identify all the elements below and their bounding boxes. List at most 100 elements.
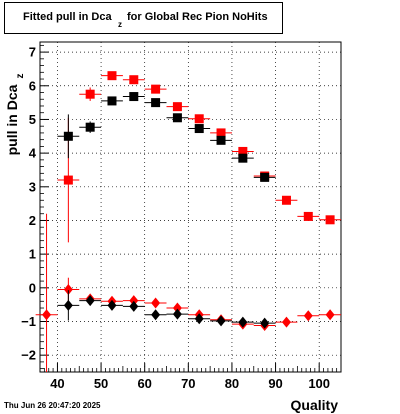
chart-title-subscript: z xyxy=(118,20,122,29)
square-marker xyxy=(216,128,226,138)
square-marker xyxy=(238,146,248,156)
square-marker xyxy=(260,172,270,182)
data-point xyxy=(101,96,123,106)
y-axis-label: pull in Dca xyxy=(4,84,20,155)
data-point xyxy=(35,213,58,372)
square-marker xyxy=(63,131,73,141)
data-point xyxy=(144,309,167,321)
data-point xyxy=(57,114,80,159)
square-marker xyxy=(172,102,182,112)
data-point xyxy=(253,317,276,329)
data-point xyxy=(297,211,320,221)
diamond-marker xyxy=(172,302,182,314)
diamond-marker xyxy=(172,308,182,320)
data-point xyxy=(101,71,123,81)
y-tick-label: 6 xyxy=(29,78,36,93)
data-point xyxy=(319,215,341,225)
data-point xyxy=(79,87,102,101)
data-point xyxy=(210,128,232,138)
axis-labels: 40 50 60 70 80 90 100 −2 −1 0 1 2 3 4 5 6 7 Quality pull i… xyxy=(4,45,338,413)
square-marker xyxy=(107,96,117,106)
square-marker xyxy=(63,175,73,185)
y-tick-label: 2 xyxy=(29,213,36,228)
diamond-marker xyxy=(63,299,73,311)
diamond-marker xyxy=(129,295,139,307)
data-point xyxy=(231,153,254,163)
square-marker xyxy=(303,211,313,221)
diamond-marker xyxy=(303,310,313,322)
x-tick-label: 100 xyxy=(308,376,330,391)
x-tick-label: 80 xyxy=(225,376,239,391)
diamond-marker xyxy=(85,295,95,307)
square-marker xyxy=(85,89,95,99)
square-marker xyxy=(281,195,291,205)
x-axis-label: Quality xyxy=(291,397,339,413)
square-marker xyxy=(216,135,226,145)
timestamp: Thu Jun 26 20:47:20 2025 xyxy=(4,401,101,410)
diamond-marker xyxy=(238,316,248,328)
data-point xyxy=(122,92,145,102)
data-point xyxy=(231,146,254,156)
y-tick-label: −1 xyxy=(21,314,36,329)
data-point xyxy=(122,75,145,85)
square-marker xyxy=(129,75,139,85)
series-3 xyxy=(57,290,276,329)
diamond-marker xyxy=(42,309,52,321)
data-point xyxy=(144,84,167,94)
chart-title: Fitted pull in Dca xyxy=(23,11,112,23)
diamond-marker xyxy=(260,317,270,329)
square-marker xyxy=(151,84,161,94)
data-point xyxy=(166,302,189,314)
diamond-marker xyxy=(281,316,291,328)
data-point xyxy=(188,313,211,325)
y-tick-label: 3 xyxy=(29,179,36,194)
y-tick-label: 0 xyxy=(29,280,36,295)
square-marker xyxy=(238,153,248,163)
chart-title-tail: for Global Rec Pion NoHits xyxy=(127,11,268,23)
diamond-marker xyxy=(151,309,161,321)
square-marker xyxy=(129,92,139,102)
diamond-marker xyxy=(151,297,161,309)
x-tick-label: 50 xyxy=(94,376,108,391)
data-point xyxy=(231,316,254,328)
x-tick-label: 40 xyxy=(50,376,64,391)
diamond-marker xyxy=(107,299,117,311)
data-point xyxy=(166,102,189,112)
data-point xyxy=(122,295,145,307)
data-point xyxy=(101,299,123,311)
y-tick-label: 5 xyxy=(29,112,36,127)
data-point xyxy=(297,310,320,322)
data-point xyxy=(79,121,102,133)
data-point xyxy=(57,290,80,321)
square-marker xyxy=(325,215,335,225)
y-axis-label-subscript: z xyxy=(15,74,26,79)
x-tick-label: 60 xyxy=(137,376,151,391)
series-0 xyxy=(57,71,341,243)
data-point xyxy=(122,300,145,312)
data-point xyxy=(253,172,276,182)
square-marker xyxy=(194,124,204,134)
square-marker xyxy=(107,71,117,81)
data-point xyxy=(144,98,167,108)
diamond-marker xyxy=(216,315,226,327)
title-box: Fitted pull in Dca z for Global Rec Pion… xyxy=(4,2,283,34)
diamond-marker xyxy=(63,284,73,295)
series-2 xyxy=(35,213,341,372)
axis-ticks xyxy=(39,44,342,372)
diamond-marker xyxy=(194,313,204,325)
square-marker xyxy=(85,122,95,132)
y-tick-label: 7 xyxy=(29,45,36,60)
data-point xyxy=(275,195,298,205)
y-tick-label: 4 xyxy=(29,146,37,161)
y-tick-label: −2 xyxy=(21,348,36,363)
data-point xyxy=(144,297,167,309)
series-1 xyxy=(57,92,276,182)
data-point xyxy=(210,135,232,145)
data-point xyxy=(319,309,341,321)
data-point xyxy=(166,113,189,123)
diamond-marker xyxy=(129,300,139,312)
data-point xyxy=(210,315,232,327)
square-marker xyxy=(194,114,204,124)
x-tick-label: 70 xyxy=(181,376,195,391)
